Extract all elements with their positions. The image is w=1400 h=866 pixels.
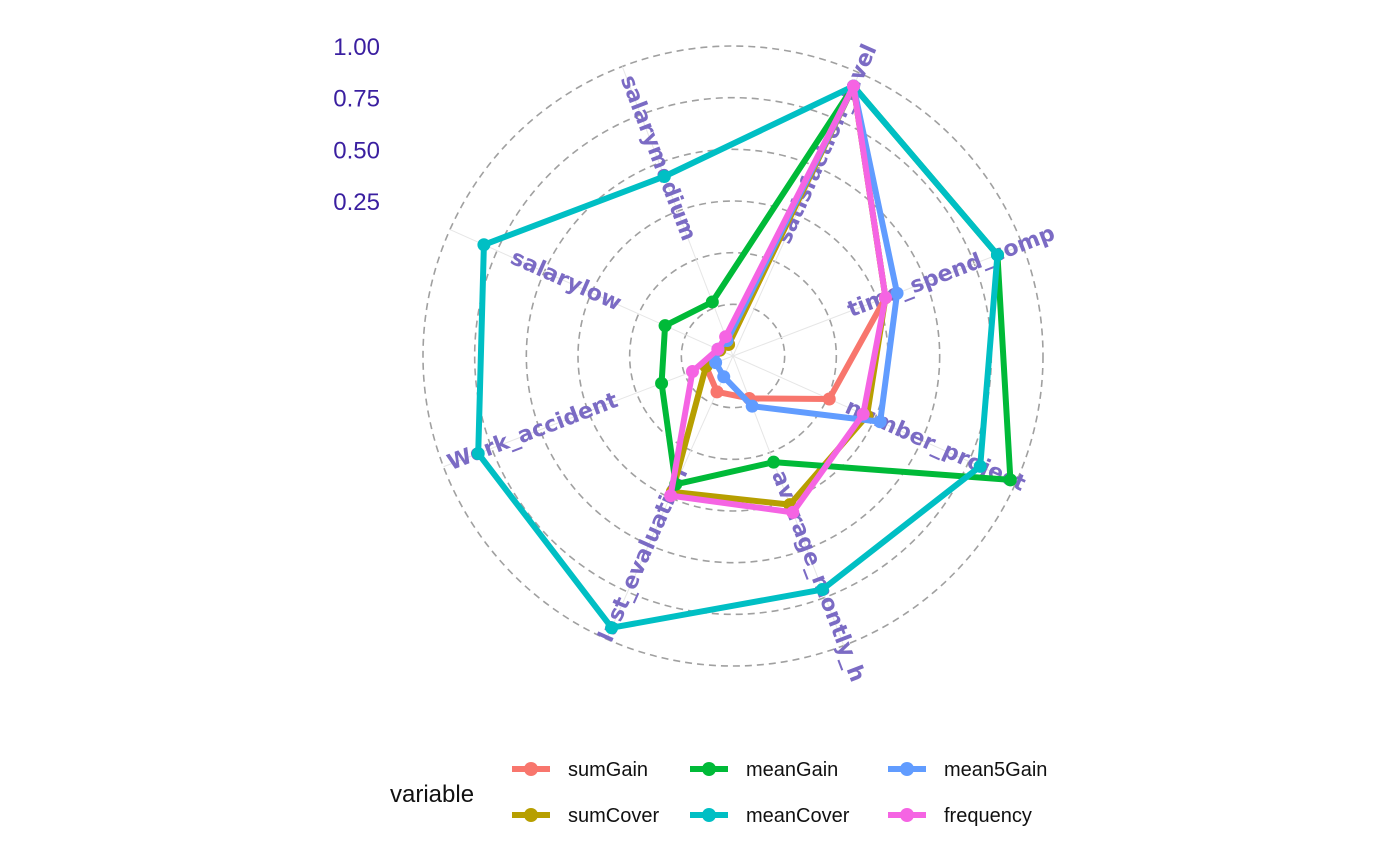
legend-label: frequency <box>944 805 1032 827</box>
legend-label: meanGain <box>746 759 838 781</box>
data-point <box>786 505 800 519</box>
legend-key-point <box>900 762 914 776</box>
legend-key-point <box>900 808 914 822</box>
axis-label: average_montly_h <box>766 467 869 685</box>
legend-label: sumGain <box>568 759 648 781</box>
legend-items: sumGain meanGain mean5Gain sumCover meanCove… <box>512 759 1047 827</box>
legend-label: meanCover <box>746 805 850 827</box>
axis-label: salarymedium <box>615 72 701 245</box>
tick-labels: 0.25 0.50 0.75 1.00 <box>333 34 380 216</box>
data-point <box>705 295 719 309</box>
data-point <box>471 446 485 460</box>
axis-label: salarylow <box>507 245 625 316</box>
axis-label: Work_accident <box>444 388 622 476</box>
grid-ring <box>628 251 838 461</box>
tick-label: 0.75 <box>333 86 380 113</box>
grid-layer <box>422 45 1044 667</box>
data-point <box>710 385 724 399</box>
data-point <box>711 342 725 356</box>
data-point <box>815 583 829 597</box>
data-point <box>878 291 892 305</box>
data-point <box>1003 473 1017 487</box>
tick-label: 1.00 <box>333 34 380 61</box>
legend-item-sumGain: sumGain <box>512 759 648 781</box>
tick-label: 0.50 <box>333 137 380 164</box>
legend-label: sumCover <box>568 805 659 827</box>
legend-title: variable <box>390 781 474 808</box>
data-point <box>719 330 733 344</box>
legend-label: mean5Gain <box>944 759 1047 781</box>
data-point <box>657 169 671 183</box>
legend-key-point <box>524 762 538 776</box>
grid-ring <box>680 303 786 409</box>
data-point <box>605 621 619 635</box>
data-point <box>685 365 699 379</box>
tick-label: 0.25 <box>333 189 380 216</box>
data-point <box>856 407 870 421</box>
data-point <box>890 286 904 300</box>
data-point <box>745 399 759 413</box>
data-point <box>664 489 678 503</box>
data-point <box>973 459 987 473</box>
axis-spoke <box>732 244 1023 357</box>
data-point <box>709 356 723 370</box>
axis-spoke <box>443 355 734 468</box>
grid-ring <box>525 148 941 564</box>
axis-spoke <box>449 229 734 357</box>
legend-key-point <box>702 762 716 776</box>
data-point <box>717 370 731 384</box>
legend-item-mean5Gain: mean5Gain <box>888 759 1047 781</box>
grid-ring <box>422 45 1044 667</box>
data-point <box>847 79 861 93</box>
data-point <box>822 392 836 406</box>
legend-item-frequency: frequency <box>888 805 1032 827</box>
data-point <box>990 248 1004 262</box>
legend: variable sumGain meanGain mean5Gain sumCove… <box>390 759 1047 827</box>
data-point <box>767 455 781 469</box>
legend-item-meanCover: meanCover <box>690 805 850 827</box>
series-frequency <box>664 79 892 519</box>
data-point <box>873 415 887 429</box>
data-point <box>655 376 669 390</box>
legend-key-point <box>702 808 716 822</box>
data-point <box>477 238 491 252</box>
series-meanCover <box>471 79 1004 635</box>
series-layer <box>471 79 1017 635</box>
data-point <box>658 319 672 333</box>
legend-item-sumCover: sumCover <box>512 805 659 827</box>
legend-key-point <box>524 808 538 822</box>
legend-item-meanGain: meanGain <box>690 759 838 781</box>
